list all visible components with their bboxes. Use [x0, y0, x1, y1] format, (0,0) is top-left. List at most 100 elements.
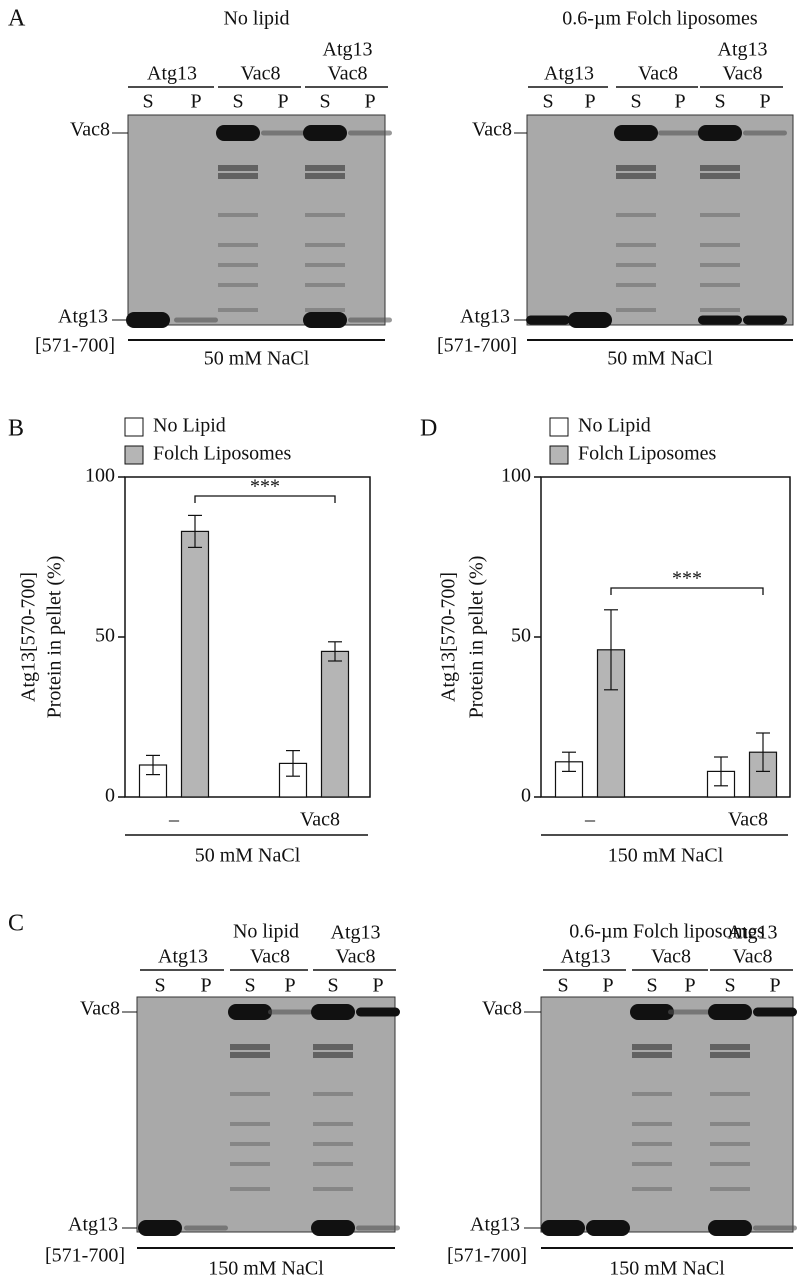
gel-band	[632, 1092, 672, 1096]
group-label: Atg13	[158, 946, 208, 968]
lane-label: P	[602, 975, 613, 997]
gel-band	[743, 130, 787, 136]
y-tick-label: 50	[95, 625, 115, 647]
y-axis-label: Protein in pellet (%)	[44, 556, 66, 719]
gel-band	[261, 130, 305, 136]
group-label: Vac8	[733, 946, 773, 968]
gel-band	[586, 1220, 630, 1236]
gel-band	[313, 1122, 353, 1126]
band-label: Atg13	[470, 1214, 520, 1236]
group-label: Vac8	[651, 946, 691, 968]
band-label: [571-700]	[447, 1245, 527, 1267]
gel-band	[698, 315, 742, 325]
gel-image	[127, 114, 386, 326]
gel-band	[632, 1142, 672, 1146]
y-tick-label: 50	[511, 625, 531, 647]
group-label: Atg13	[718, 39, 768, 61]
gel-band	[568, 312, 612, 328]
error-bar	[188, 514, 202, 549]
significance-bracket	[194, 495, 336, 503]
gel-band	[700, 263, 740, 267]
lane-label: S	[142, 91, 153, 113]
gel-band	[305, 173, 345, 179]
band-label: Atg13	[58, 306, 108, 328]
gel-band	[743, 315, 787, 325]
gel-band	[313, 1052, 353, 1058]
x-axis-label: 50 mM NaCl	[195, 845, 301, 867]
gel-title: No lipid	[223, 8, 289, 30]
gel-band	[632, 1162, 672, 1166]
x-tick-label: Vac8	[300, 809, 340, 831]
lane-label: S	[232, 91, 243, 113]
gel-band	[753, 1225, 797, 1231]
gel-band	[700, 173, 740, 179]
gel-band	[710, 1162, 750, 1166]
gel-band	[616, 165, 656, 171]
gel-band	[668, 1009, 712, 1015]
gel-band	[311, 1220, 355, 1236]
significance-label: ***	[250, 476, 280, 498]
lane-label: P	[684, 975, 695, 997]
condition-label: 150 mM NaCl	[609, 1258, 725, 1280]
gel-band	[218, 165, 258, 171]
y-axis-label: Atg13[570-700]	[438, 572, 460, 702]
gel-band	[305, 213, 345, 217]
gel-band	[313, 1162, 353, 1166]
gel-image	[136, 996, 396, 1233]
gel-band	[753, 1007, 797, 1017]
group-label: Atg13	[147, 63, 197, 85]
gel-band	[230, 1162, 270, 1166]
lane-label: S	[154, 975, 165, 997]
lane-label: P	[674, 91, 685, 113]
gel-band	[710, 1142, 750, 1146]
band-label: Atg13	[460, 306, 510, 328]
x-tick-label: –	[584, 809, 596, 831]
gel-band	[313, 1142, 353, 1146]
gel-band	[632, 1044, 672, 1050]
gel-band	[218, 213, 258, 217]
gel-title: 0.6-µm Folch liposomes	[562, 8, 758, 30]
lane-label: S	[714, 91, 725, 113]
gel-band	[616, 173, 656, 179]
legend-label: Folch Liposomes	[153, 443, 292, 465]
significance-label: ***	[672, 568, 702, 590]
gel-band	[348, 317, 392, 323]
gel-band	[526, 315, 570, 325]
gel-band	[268, 1009, 312, 1015]
error-bar	[562, 751, 576, 773]
gel-image	[526, 114, 794, 326]
lane-label: P	[759, 91, 770, 113]
gel-band	[616, 213, 656, 217]
lane-label: S	[327, 975, 338, 997]
x-tick-label: Vac8	[728, 809, 768, 831]
gel-band	[710, 1052, 750, 1058]
band-label: Vac8	[482, 998, 522, 1020]
gel-band	[305, 283, 345, 287]
group-label: Vac8	[336, 946, 376, 968]
gel-band	[218, 283, 258, 287]
x-axis-label: 150 mM NaCl	[608, 845, 724, 867]
gel-band	[216, 125, 260, 141]
gel-band	[541, 1220, 585, 1236]
lane-label: P	[190, 91, 201, 113]
group-label: Atg13	[331, 922, 381, 944]
condition-label: 50 mM NaCl	[607, 348, 713, 370]
gel-band	[614, 125, 658, 141]
band-label: Vac8	[472, 119, 512, 141]
group-label: Atg13	[728, 922, 778, 944]
gel-band	[616, 263, 656, 267]
gel-band	[313, 1044, 353, 1050]
gel-band	[356, 1007, 400, 1017]
gel-band	[632, 1187, 672, 1191]
gel-image	[540, 996, 794, 1233]
gel-band	[616, 308, 656, 312]
gel-band	[218, 263, 258, 267]
gel-band	[632, 1052, 672, 1058]
gel-band	[616, 243, 656, 247]
y-axis-label: Protein in pellet (%)	[466, 556, 488, 719]
y-tick-label: 100	[501, 465, 531, 487]
gel-band	[218, 308, 258, 312]
band-label: Vac8	[80, 998, 120, 1020]
gel-band	[616, 283, 656, 287]
gel-band	[708, 1004, 752, 1020]
